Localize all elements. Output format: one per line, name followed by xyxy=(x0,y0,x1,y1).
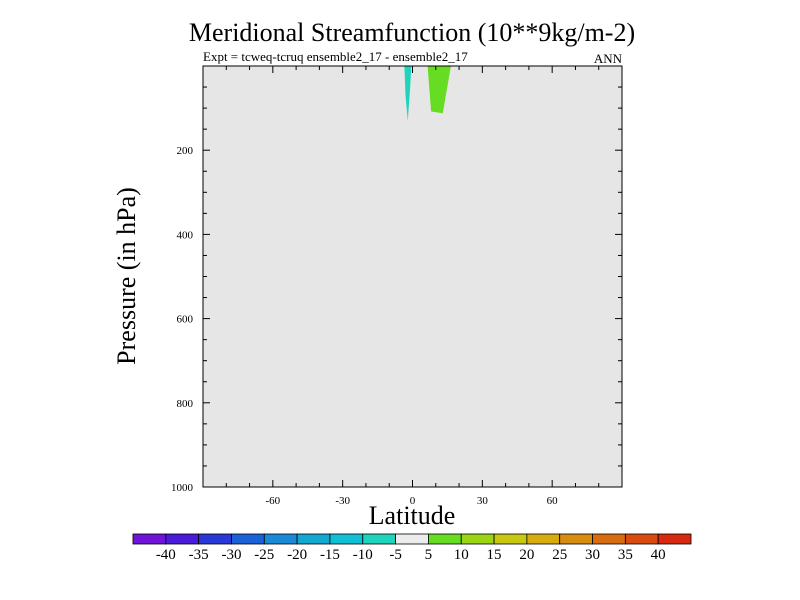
colorbar-level-label: -5 xyxy=(389,547,402,563)
colorbar-box xyxy=(624,533,659,545)
colorbar xyxy=(132,533,692,545)
y-tick-label: 800 xyxy=(177,398,194,410)
colorbar-box xyxy=(362,533,396,545)
region-positive-cell xyxy=(427,66,451,114)
y-tick-labels: 200 400 600 800 1000 xyxy=(171,145,194,494)
colorbar-level-label: 35 xyxy=(618,547,633,563)
colorbar-level-label: 5 xyxy=(425,547,433,563)
colorbar-box xyxy=(592,533,626,545)
colorbar-box xyxy=(263,533,298,545)
y-tick-label: 1000 xyxy=(171,482,194,494)
colorbar-box xyxy=(198,533,232,545)
colorbar-level-label: 10 xyxy=(454,547,469,563)
y-tick-label: 200 xyxy=(177,145,194,157)
colorbar-box xyxy=(231,533,265,545)
colorbar-level-label: 30 xyxy=(585,547,600,563)
colorbar-box xyxy=(559,533,593,545)
chart-subtitle-right: ANN xyxy=(594,51,623,66)
y-tick-label: 600 xyxy=(177,314,194,326)
y-axis-label: Pressure (in hPa) xyxy=(112,187,141,365)
colorbar-level-label: -35 xyxy=(189,547,209,563)
colorbar-box xyxy=(329,533,364,545)
y-tick-label: 400 xyxy=(177,229,194,241)
colorbar-level-label: -20 xyxy=(287,547,307,563)
colorbar-box xyxy=(493,533,528,545)
x-tick-labels: -60 -30 0 30 60 xyxy=(265,495,558,507)
colorbar-level-label: 15 xyxy=(487,547,502,563)
x-tick-label: 30 xyxy=(477,495,489,507)
colorbar-box xyxy=(395,533,429,545)
plot-frame xyxy=(202,65,623,488)
region-negative-cell xyxy=(404,66,412,121)
colorbar-level-label: 40 xyxy=(651,547,666,563)
x-axis-label: Latitude xyxy=(369,501,456,530)
colorbar-level-label: -15 xyxy=(320,547,340,563)
contour-regions xyxy=(404,66,451,121)
colorbar-level-label: -30 xyxy=(221,547,241,563)
colorbar-box xyxy=(132,533,167,545)
plot-area xyxy=(203,66,622,487)
colorbar-box xyxy=(657,533,692,545)
x-tick-label: -60 xyxy=(265,495,280,507)
colorbar-level-label: 20 xyxy=(519,547,534,563)
colorbar-box xyxy=(296,533,331,545)
colorbar-labels: -40 -35 -30 -25 -20 -15 -10 -5 5 10 15 20 25 30 35 40 xyxy=(156,547,666,563)
colorbar-box xyxy=(165,533,200,545)
colorbar-level-label: -25 xyxy=(254,547,274,563)
x-tick-label: 0 xyxy=(410,495,416,507)
colorbar-level-label: -10 xyxy=(353,547,373,563)
colorbar-level-label: 25 xyxy=(552,547,567,563)
colorbar-box xyxy=(428,533,462,545)
colorbar-box xyxy=(526,533,561,545)
x-tick-label: -30 xyxy=(335,495,350,507)
x-tick-label: 60 xyxy=(547,495,559,507)
chart-title: Meridional Streamfunction (10**9kg/m-2) xyxy=(189,18,635,47)
colorbar-box xyxy=(460,533,495,545)
chart-subtitle-left: Expt = tcweq-tcruq ensemble2_17 - ensemb… xyxy=(203,49,468,64)
colorbar-level-label: -40 xyxy=(156,547,176,563)
